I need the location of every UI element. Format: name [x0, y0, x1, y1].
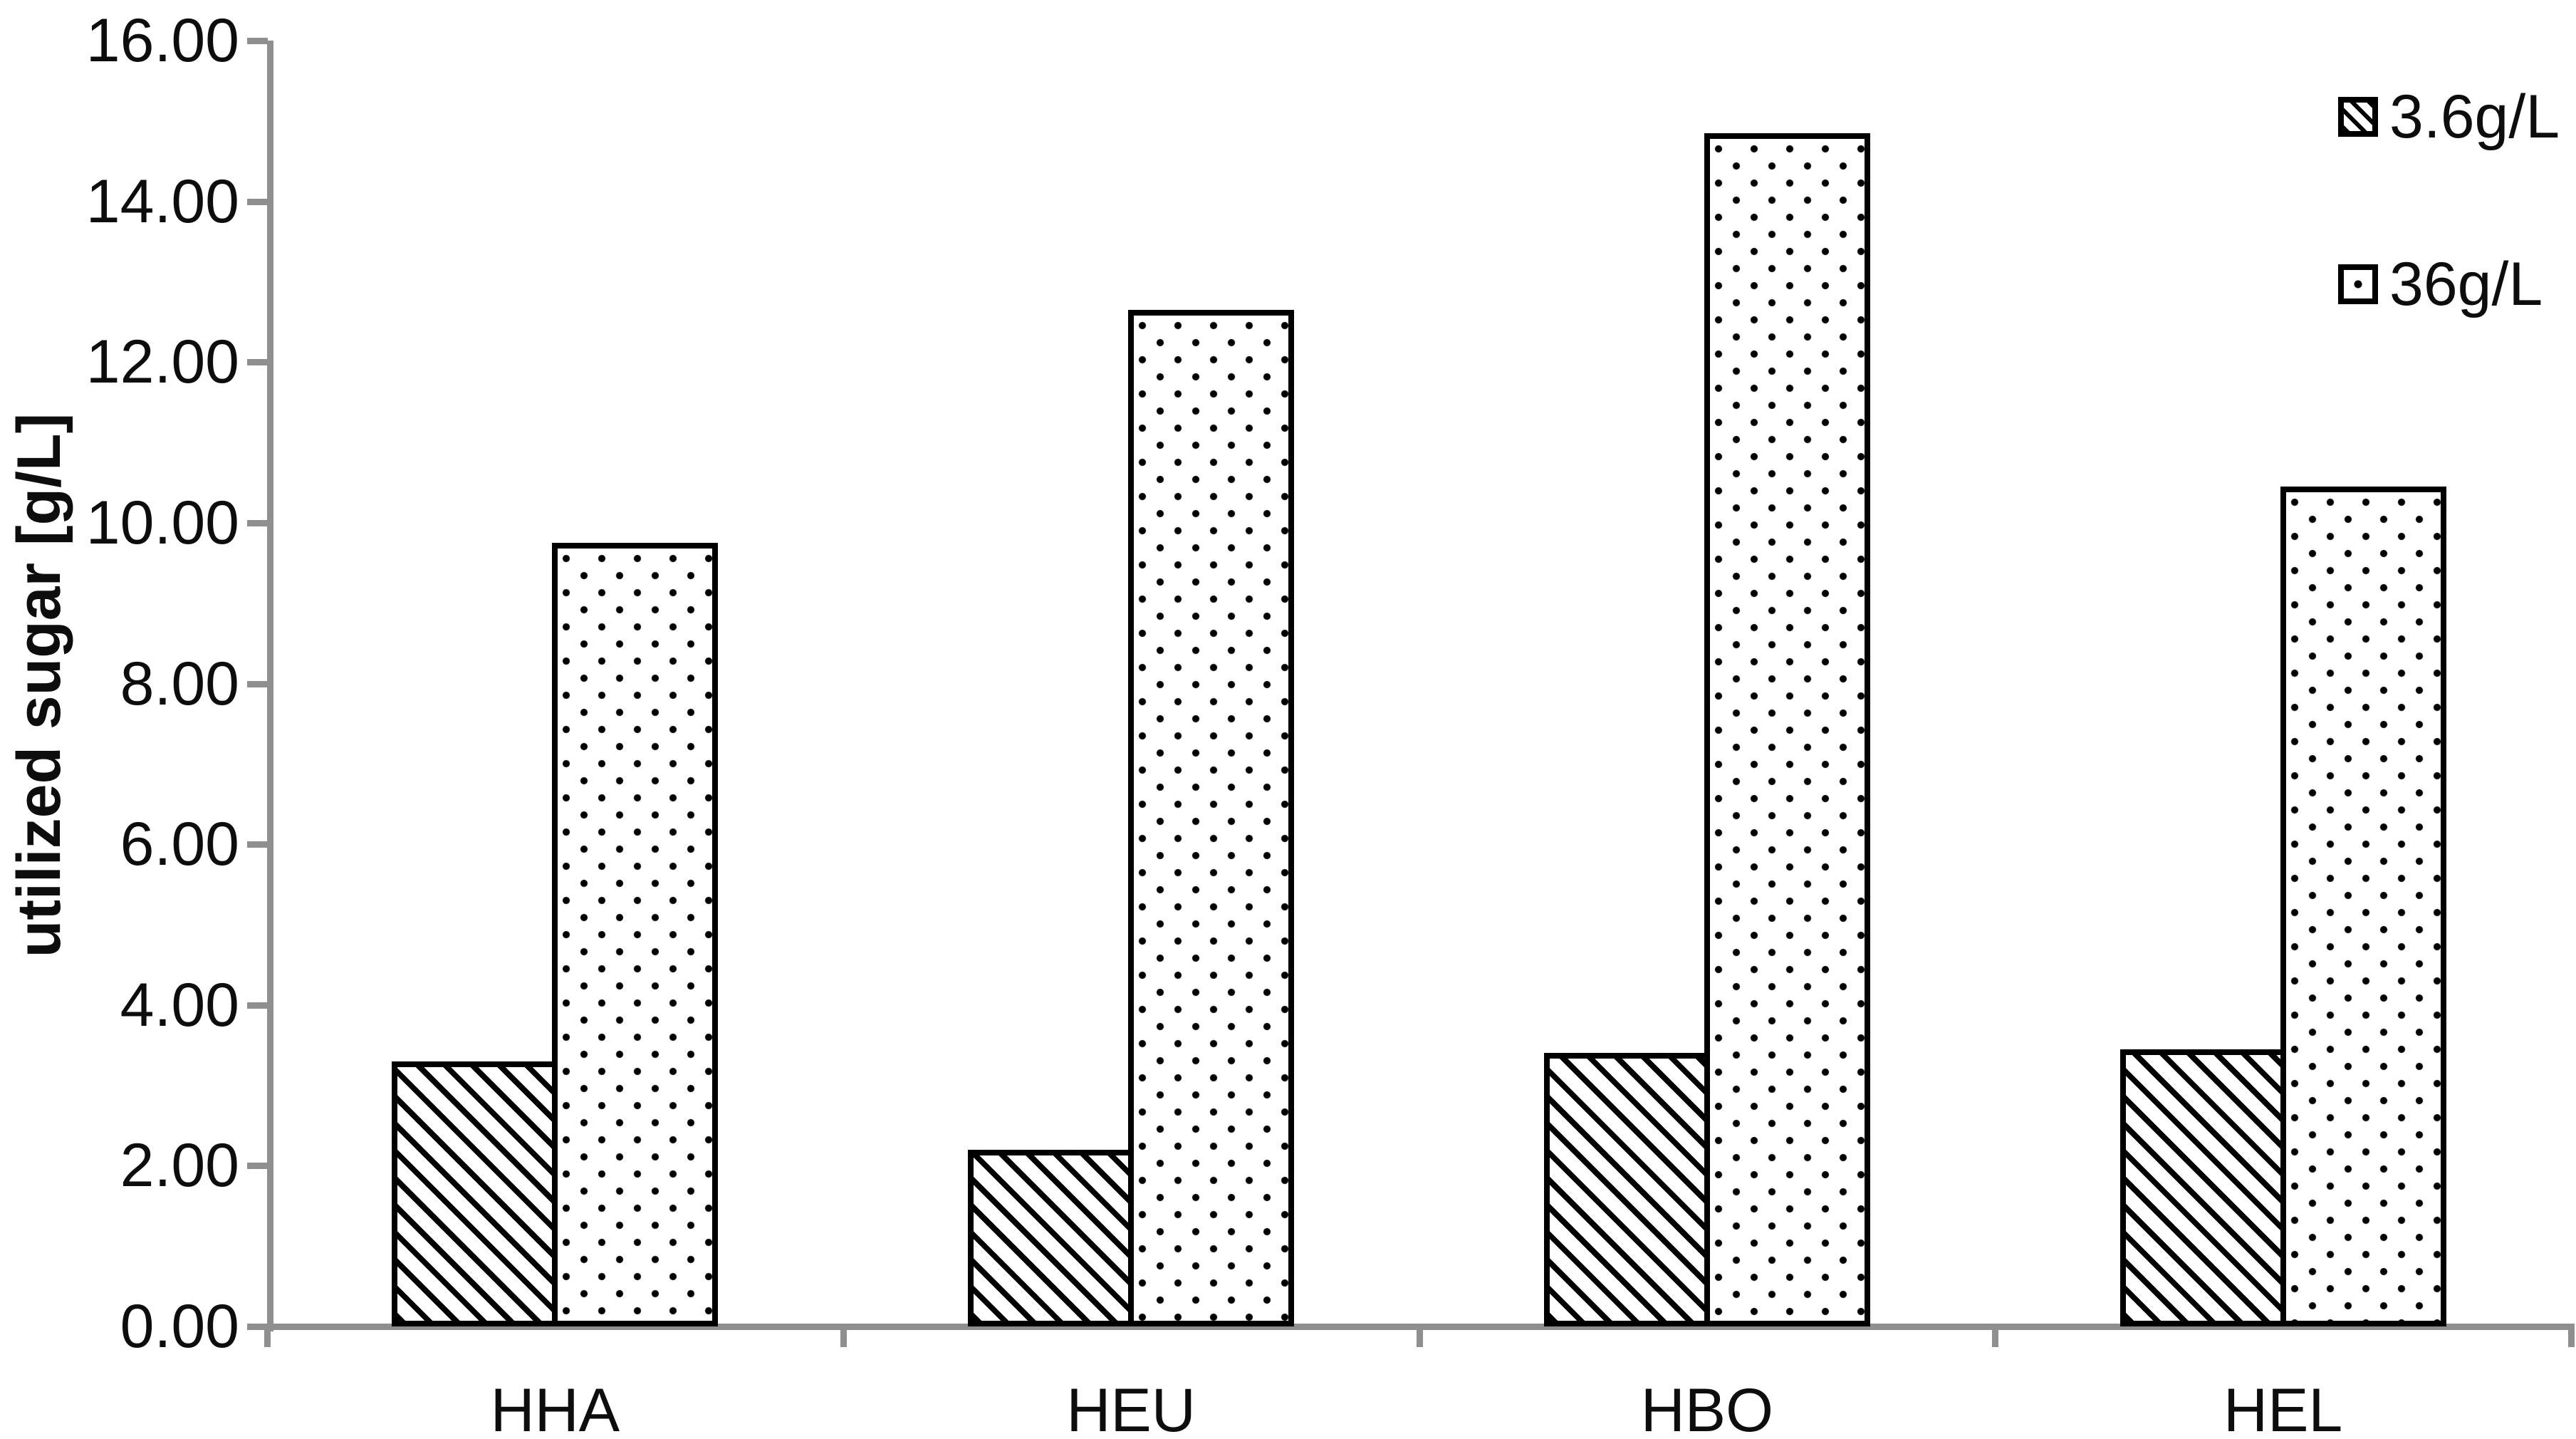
legend-label: 3.6g/L [2389, 83, 2560, 151]
x-tick-mark [1992, 1325, 1999, 1347]
x-category-label: HBO [1640, 1376, 1774, 1439]
bar-hel-3.6gL [2119, 1049, 2286, 1326]
bar-group-heu [843, 41, 1419, 1326]
bar-heu-36gL [1128, 310, 1295, 1326]
y-axis-line [267, 41, 273, 1331]
x-tick-mark [1416, 1325, 1423, 1347]
y-tick-mark [247, 359, 268, 366]
bar-hel-36gL [2280, 487, 2446, 1326]
legend: 3.6g/L 36g/L [2338, 84, 2560, 317]
bar-group-hbo [1419, 41, 1996, 1326]
y-tick-label: 12.00 [85, 328, 239, 397]
y-tick-mark [247, 1002, 268, 1009]
y-tick-label: 4.00 [120, 970, 239, 1039]
legend-label: 36g/L [2389, 250, 2543, 318]
y-tick-label: 0.00 [120, 1292, 239, 1361]
y-tick-label: 2.00 [120, 1131, 239, 1200]
y-tick-mark [247, 519, 268, 526]
x-tick-mark [840, 1325, 847, 1347]
bar-hha-36gL [552, 543, 719, 1326]
y-tick-mark [247, 38, 268, 44]
y-tick-mark [247, 841, 268, 848]
y-tick-label: 8.00 [120, 649, 239, 718]
bar-heu-3.6gL [968, 1150, 1135, 1326]
y-tick-label: 10.00 [85, 488, 239, 557]
y-tick-mark [247, 1324, 268, 1330]
y-tick-label: 6.00 [120, 810, 239, 879]
legend-item-36gL: 36g/L [2338, 251, 2560, 317]
x-axis-line [247, 1324, 2575, 1330]
legend-marker-dots-icon [2338, 264, 2378, 304]
x-tick-mark [264, 1325, 271, 1347]
y-tick-label: 16.00 [85, 6, 239, 75]
x-category-label: HHA [490, 1376, 620, 1439]
bar-hbo-3.6gL [1543, 1053, 1710, 1326]
y-tick-mark [247, 198, 268, 205]
y-tick-mark [247, 1163, 268, 1170]
legend-marker-hatch-icon [2338, 97, 2378, 137]
x-category-label: HEU [1066, 1376, 1196, 1439]
bar-group-hha [267, 41, 843, 1326]
y-tick-mark [247, 680, 268, 687]
legend-item-3-6gL: 3.6g/L [2338, 84, 2560, 150]
x-category-label: HEL [2223, 1376, 2343, 1439]
bar-group-hel [1995, 41, 2571, 1326]
bar-hbo-36gL [1704, 133, 1870, 1326]
x-tick-mark [2568, 1325, 2575, 1347]
y-tick-label: 14.00 [85, 167, 239, 236]
bar-hha-3.6gL [392, 1061, 558, 1326]
